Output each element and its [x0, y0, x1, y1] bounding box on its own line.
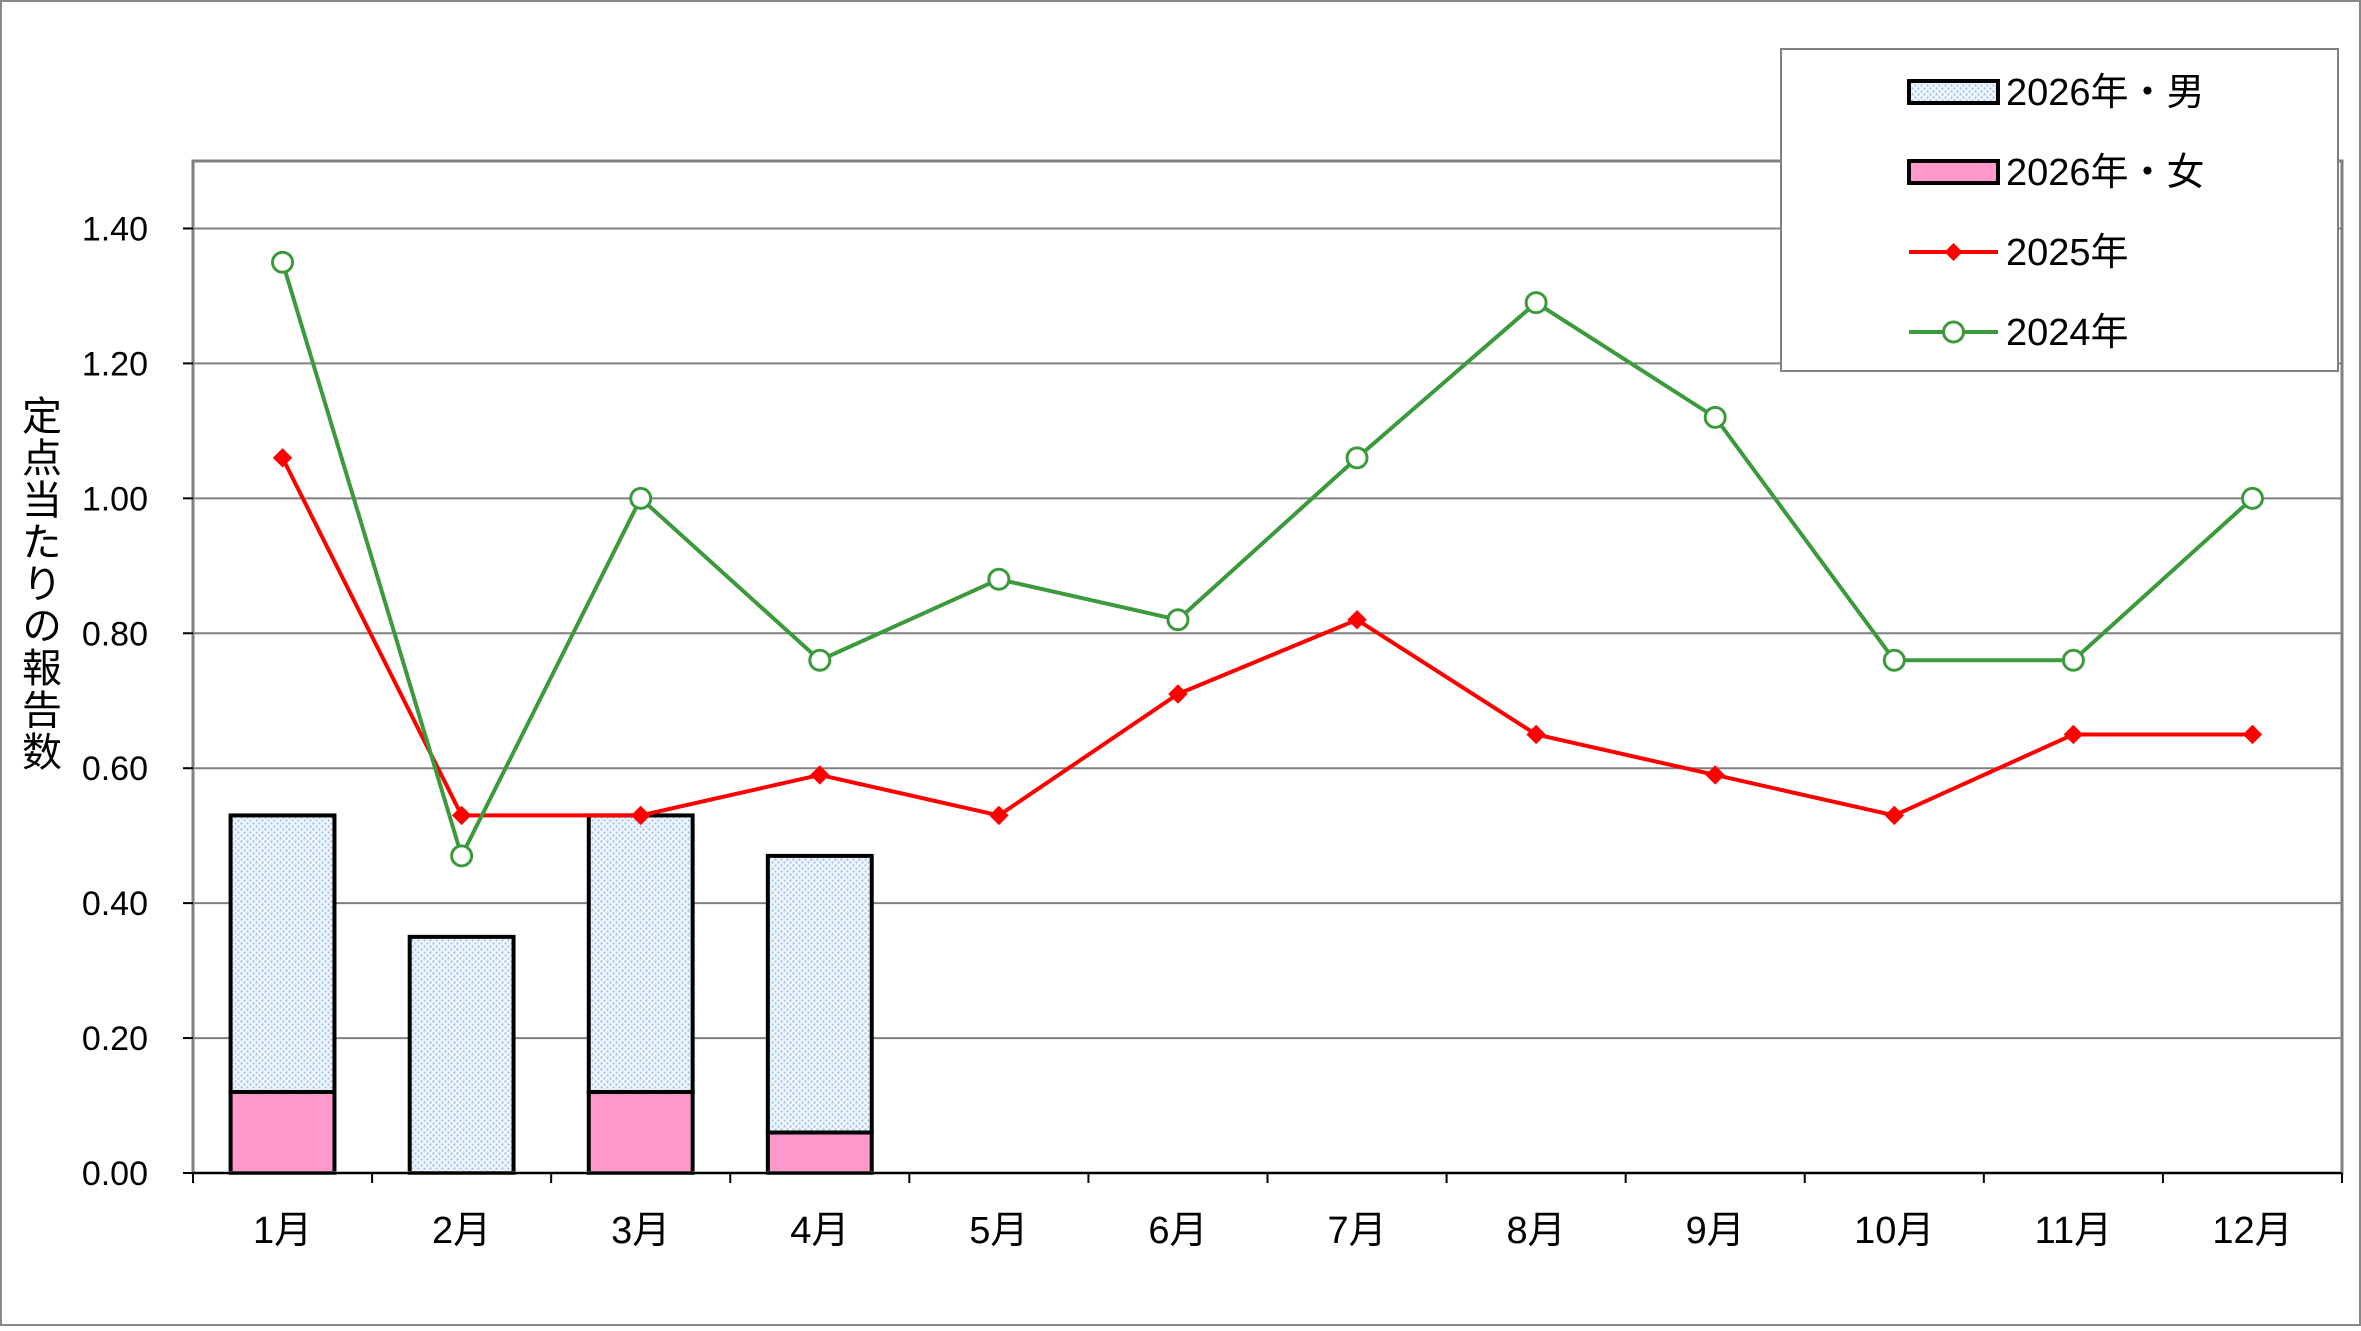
legend-label-2024: 2024年: [2006, 312, 2129, 354]
point-1-9: [1703, 405, 1727, 429]
y-tick-label-3: 0.60: [82, 750, 148, 788]
x-tick-label-6: 6月: [1148, 1210, 1207, 1252]
x-tick-label-11: 11月: [2035, 1210, 2112, 1252]
point-0-12: [2242, 724, 2263, 745]
x-tick-label-8: 8月: [1507, 1210, 1566, 1252]
legend-box: [1780, 48, 2339, 372]
x-tick-label-9: 9月: [1686, 1210, 1745, 1252]
x-tick-label-5: 5月: [969, 1210, 1028, 1252]
point-0-6: [1168, 684, 1188, 704]
point-0-1: [272, 448, 293, 468]
x-tick-label-10: 10月: [1854, 1210, 1934, 1252]
y-tick-label-5: 1.00: [82, 480, 148, 518]
point-1-6: [1166, 608, 1190, 632]
bar-male-1: [228, 813, 337, 1095]
y-axis-label: 定点当たりの報告数: [16, 395, 61, 773]
legend-label-female: 2026年・女: [2006, 152, 2205, 194]
bar-female-3: [586, 1090, 695, 1176]
series-line-1: [280, 261, 2254, 858]
point-1-7: [1345, 446, 1369, 470]
bar-female-4: [765, 1130, 874, 1176]
point-1-2: [450, 844, 474, 868]
point-1-12: [2240, 486, 2264, 510]
series-line-0: [280, 456, 2253, 818]
bar-male-3: [586, 813, 695, 1095]
point-1-8: [1524, 291, 1548, 315]
point-1-1: [271, 250, 295, 274]
legend-label-male: 2026年・男: [2006, 72, 2205, 114]
point-0-2: [451, 805, 472, 826]
y-tick-label-7: 1.40: [82, 210, 148, 248]
point-0-9: [1705, 765, 1725, 785]
point-0-8: [1526, 724, 1546, 745]
bar-female-1: [228, 1090, 337, 1176]
x-tick-label-1: 1月: [253, 1210, 312, 1252]
point-0-4: [810, 765, 830, 785]
x-tick-label-3: 3月: [611, 1210, 670, 1252]
point-1-10: [1882, 648, 1906, 672]
y-tick-label-1: 0.20: [82, 1020, 148, 1058]
legend-swatch-2024-marker: [1942, 320, 1965, 344]
point-0-5: [989, 805, 1009, 826]
point-0-10: [1884, 805, 1904, 826]
y-tick-label-4: 0.80: [82, 615, 148, 653]
bar-male-2: [407, 934, 516, 1175]
x-tick-label-2: 2月: [432, 1210, 491, 1252]
point-0-11: [2063, 724, 2084, 745]
x-tick-label-12: 12月: [2212, 1210, 2292, 1252]
legend-swatch-female: [1907, 159, 2000, 185]
y-tick-label-6: 1.20: [82, 345, 148, 383]
legend-label-2025: 2025年: [2006, 232, 2129, 274]
point-1-4: [808, 648, 832, 672]
point-1-3: [629, 486, 653, 510]
x-tick-label-7: 7月: [1327, 1210, 1386, 1252]
point-0-3: [631, 805, 651, 826]
y-tick-label-2: 0.40: [82, 885, 148, 923]
y-tick-label-0: 0.00: [82, 1155, 148, 1193]
point-0-7: [1347, 610, 1367, 630]
legend-swatch-male: [1907, 79, 2000, 105]
bar-male-4: [765, 853, 874, 1135]
x-tick-label-4: 4月: [790, 1210, 849, 1252]
legend-swatch-2025-marker: [1944, 243, 1963, 261]
point-1-5: [987, 567, 1011, 591]
point-1-11: [2061, 648, 2085, 672]
